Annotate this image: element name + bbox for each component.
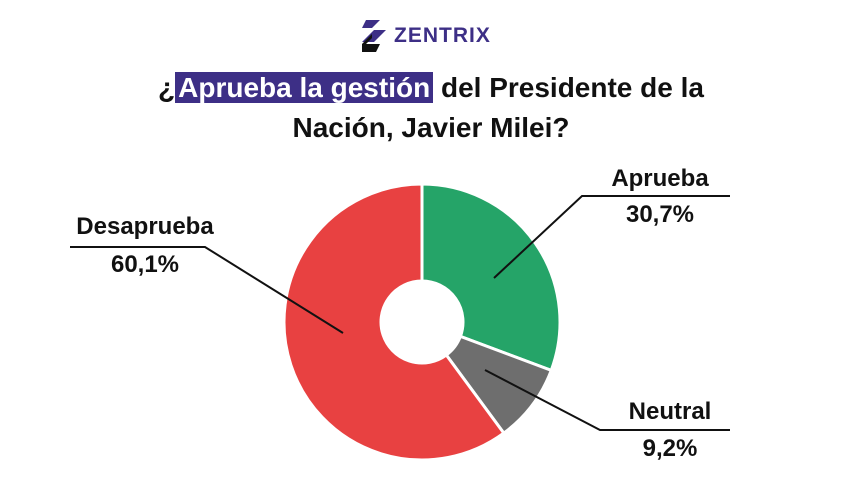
title-line1-rest: del Presidente de la	[433, 72, 704, 103]
slice-desaprueba	[282, 182, 506, 462]
leader-desaprueba	[70, 246, 344, 334]
slice-aprueba	[420, 182, 562, 372]
label-aprueba-name: Aprueba	[611, 165, 709, 192]
logo-text: ZENTRIX	[394, 24, 491, 47]
leader-aprueba	[493, 195, 730, 279]
label-desaprueba-value: 60,1%	[111, 251, 179, 278]
title-highlight: Aprueba la gestión	[175, 72, 434, 103]
label-neutral-value: 9,2%	[643, 435, 698, 462]
zentrix-logo: ZENTRIX	[358, 18, 491, 54]
label-neutral-name: Neutral	[629, 398, 712, 425]
leader-neutral	[484, 369, 730, 431]
zentrix-logo-icon	[362, 20, 386, 52]
chart-title: ¿ Aprueba la gestión del Presidente de la…	[0, 68, 862, 148]
title-prefix: ¿	[158, 72, 176, 103]
label-desaprueba-name: Desaprueba	[76, 213, 214, 240]
label-aprueba-value: 30,7%	[626, 201, 694, 228]
title-line2: Nación, Javier Milei?	[292, 112, 570, 143]
